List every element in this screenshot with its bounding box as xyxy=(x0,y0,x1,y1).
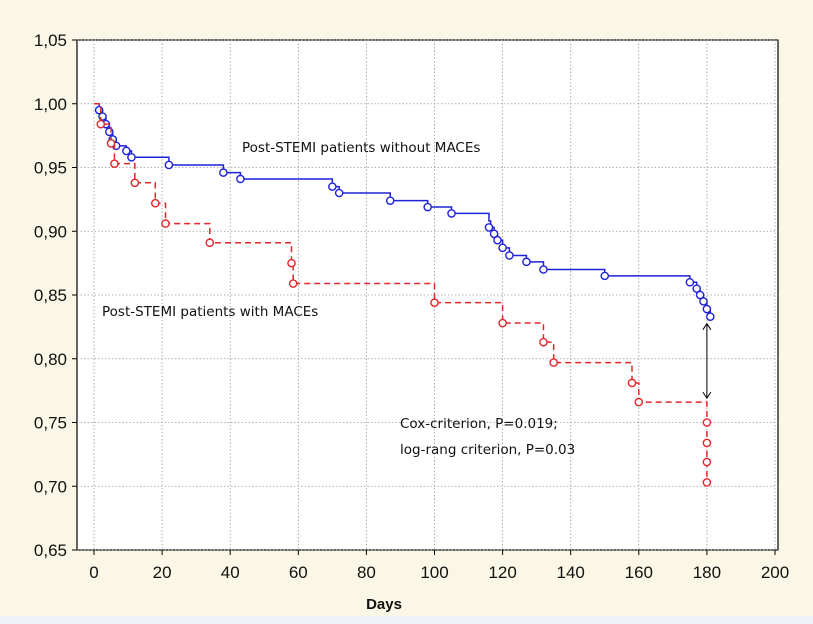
censor-marker-0 xyxy=(447,209,456,218)
y-tick-label: 1,00 xyxy=(34,95,67,114)
censor-marker-1 xyxy=(627,378,637,388)
x-tick-label: 20 xyxy=(153,563,172,582)
y-tick-label: 0,75 xyxy=(34,414,67,433)
y-tick-label: 1,05 xyxy=(34,31,67,50)
arrow-head-bottom xyxy=(702,391,712,400)
x-axis-label: Days xyxy=(366,596,402,613)
censor-marker-0 xyxy=(706,312,715,321)
censor-marker-0 xyxy=(105,127,114,137)
x-tick-label: 60 xyxy=(289,563,308,582)
censor-marker-1 xyxy=(498,318,507,328)
y-tick-label: 0,95 xyxy=(34,159,67,178)
censor-marker-0 xyxy=(498,243,507,253)
censor-marker-1 xyxy=(150,198,160,208)
y-tick-label: 0,80 xyxy=(34,350,67,369)
x-tick-label: 80 xyxy=(357,563,376,582)
censor-marker-0 xyxy=(699,297,708,306)
x-tick-label: 40 xyxy=(221,563,240,582)
arrow-head-top xyxy=(702,322,712,330)
x-tick-label: 160 xyxy=(625,563,653,582)
censor-marker-0 xyxy=(127,152,136,162)
censor-marker-0 xyxy=(164,160,174,170)
x-tick-label: 140 xyxy=(557,563,585,582)
censor-marker-1 xyxy=(539,337,548,347)
censor-marker-1 xyxy=(430,298,439,307)
censor-marker-1 xyxy=(161,219,170,228)
series-layer xyxy=(94,103,715,487)
y-tick-label: 0,90 xyxy=(34,222,67,241)
x-tick-label: 180 xyxy=(693,563,721,582)
censor-marker-1 xyxy=(702,457,712,467)
censor-marker-0 xyxy=(702,304,712,314)
censor-marker-0 xyxy=(685,277,695,287)
censor-marker-0 xyxy=(692,284,701,293)
censor-marker-1 xyxy=(106,138,116,148)
censor-marker-1 xyxy=(288,279,298,288)
censor-marker-0 xyxy=(98,112,107,121)
censor-marker-0 xyxy=(328,182,337,191)
y-tick-label: 0,85 xyxy=(34,286,67,305)
censor-marker-0 xyxy=(493,235,502,245)
annotation-with-maces: Post-STEMI patients with MACEs xyxy=(102,304,318,320)
censor-marker-0 xyxy=(600,271,610,281)
y-axis: 1,05 1,00 0,95 0,90 0,85 0,80 0,75 0,70 0,65 xyxy=(34,31,77,560)
annotation-without-maces: Post-STEMI patients without MACEs xyxy=(242,140,480,156)
x-tick-label: 100 xyxy=(420,563,448,582)
censor-marker-1 xyxy=(130,178,140,188)
censor-marker-0 xyxy=(505,251,514,260)
censor-marker-1 xyxy=(205,238,215,248)
censor-marker-0 xyxy=(522,257,531,267)
x-tick-label: 200 xyxy=(761,563,789,582)
y-tick-label: 0,70 xyxy=(34,477,67,496)
annotation-cox: Cox-criterion, P=0.019; xyxy=(400,416,558,432)
censor-marker-0 xyxy=(219,168,228,177)
censor-marker-1 xyxy=(287,258,296,268)
censor-marker-1 xyxy=(634,397,644,407)
y-tick-label: 0,65 xyxy=(34,541,67,560)
censor-marker-0 xyxy=(122,146,131,156)
annotation-logrank: log-rang criterion, P=0.03 xyxy=(400,442,575,458)
censor-marker-0 xyxy=(385,196,395,205)
x-tick-label: 0 xyxy=(89,563,98,582)
censor-marker-0 xyxy=(539,265,548,274)
censor-marker-0 xyxy=(334,188,344,198)
censor-marker-1 xyxy=(96,119,106,129)
censor-marker-0 xyxy=(695,290,705,300)
censor-marker-0 xyxy=(423,202,432,212)
censor-marker-1 xyxy=(702,438,712,448)
x-axis: 0 20 40 60 80 100 120 140 160 180 200 xyxy=(89,550,789,582)
censor-marker-1 xyxy=(110,159,119,168)
x-tick-label: 120 xyxy=(488,563,516,582)
grid xyxy=(77,39,778,551)
censor-marker-0 xyxy=(236,174,245,184)
censor-marker-1 xyxy=(702,478,712,487)
censor-marker-0 xyxy=(484,223,494,232)
censor-marker-0 xyxy=(489,229,499,239)
censor-marker-1 xyxy=(549,358,558,367)
censor-marker-1 xyxy=(702,418,712,427)
comparison-arrow xyxy=(702,322,712,400)
